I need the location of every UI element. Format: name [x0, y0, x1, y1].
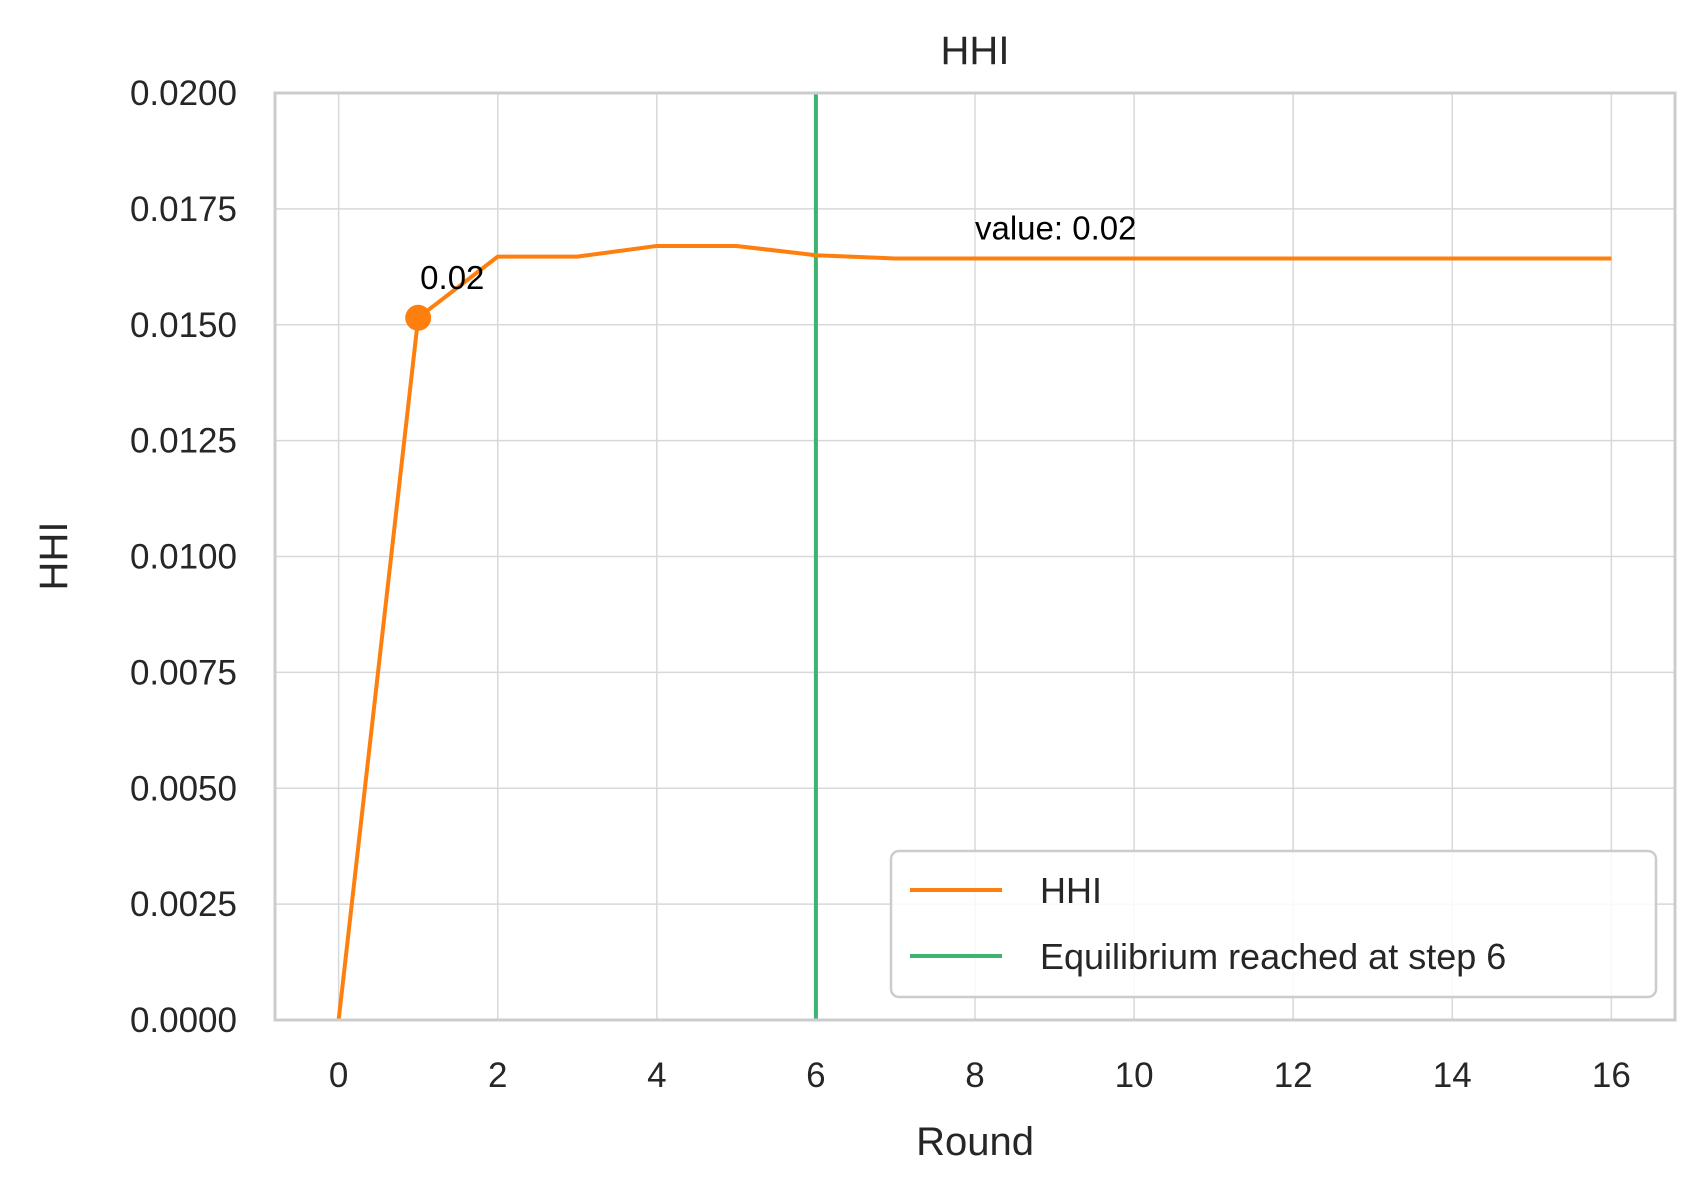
y-tick-label: 0.0125 [130, 422, 237, 461]
x-tick-label: 0 [329, 1056, 348, 1095]
x-tick-label: 14 [1433, 1056, 1472, 1095]
y-axis-label: HHI [32, 522, 76, 591]
y-tick-label: 0.0050 [130, 769, 237, 808]
plot-frame [273, 91, 1677, 1022]
y-tick-label: 0.0175 [130, 190, 237, 229]
marker-label: 0.02 [420, 259, 484, 296]
x-tick-label: 10 [1115, 1056, 1154, 1095]
legend: HHI Equilibrium reached at step 6 [889, 849, 1658, 999]
x-tick-labels: 0 2 4 6 8 10 12 14 16 [329, 1056, 1631, 1095]
y-tick-label: 0.0075 [130, 653, 237, 692]
y-tick-label: 0.0025 [130, 885, 237, 924]
y-tick-labels: 0.0000 0.0025 0.0050 0.0075 0.0100 0.0125 0.01… [130, 74, 237, 1040]
x-tick-label: 8 [965, 1056, 984, 1095]
series-layer [336, 243, 1612, 1021]
legend-label-hhi: HHI [1040, 870, 1102, 911]
chart-title: HHI [941, 29, 1010, 73]
legend-box [889, 849, 1658, 999]
x-tick-label: 12 [1274, 1056, 1313, 1095]
x-axis-label: Round [916, 1120, 1034, 1164]
value-annotation: value: 0.02 [975, 209, 1136, 246]
highlight-marker [405, 304, 432, 331]
x-tick-label: 4 [647, 1056, 666, 1095]
x-tick-label: 6 [806, 1056, 825, 1095]
y-tick-label: 0.0000 [130, 1001, 237, 1040]
y-tick-label: 0.0200 [130, 74, 237, 113]
legend-label-equilibrium: Equilibrium reached at step 6 [1040, 936, 1506, 977]
y-tick-label: 0.0100 [130, 538, 237, 577]
series-line-hhi [336, 243, 1612, 1021]
annotations: 0.02 value: 0.02 [405, 209, 1136, 331]
y-tick-label: 0.0150 [130, 306, 237, 345]
x-tick-label: 16 [1592, 1056, 1631, 1095]
x-tick-label: 2 [488, 1056, 507, 1095]
